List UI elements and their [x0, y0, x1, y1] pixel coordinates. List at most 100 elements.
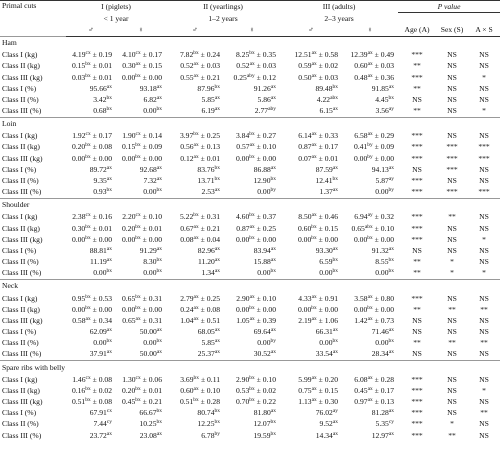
- superscript: ax: [270, 349, 277, 356]
- value: 0.53: [235, 385, 250, 395]
- data-table: Primal cuts I (piglets) II (yearlings) III …: [0, 0, 500, 441]
- value-cell: 12.51ax ± 0.58: [280, 50, 342, 61]
- value: 37.91: [89, 349, 107, 359]
- value: 9.35: [93, 176, 107, 186]
- error: ± 0.36: [374, 72, 395, 82]
- value-cell: 0.15bx ± 0.01: [66, 61, 116, 72]
- error: ± 0.10: [200, 385, 221, 395]
- value-cell: 5.99ax ± 0.20: [280, 374, 342, 385]
- superscript: ax: [156, 245, 163, 252]
- group-sub: < 1 year: [103, 13, 129, 23]
- superscript: ax: [311, 72, 317, 79]
- value-cell: 37.91ax: [66, 349, 116, 361]
- value: 0.52: [180, 61, 194, 71]
- value-cell: 30.52ax: [224, 349, 280, 361]
- error: ± 0.32: [374, 212, 395, 222]
- value: 0.52: [236, 61, 250, 71]
- superscript: bx: [249, 374, 255, 381]
- value-cell: 0.00bx: [280, 268, 342, 280]
- superscript: ax: [332, 419, 339, 426]
- value-cell: 3.97bx ± 0.25: [166, 131, 224, 142]
- error: ± 0.21: [200, 223, 221, 233]
- data-row: Class III (kg) 0.00bx ± 0.00 0.00bx ± 0.00…: [0, 234, 500, 245]
- value: 0.65: [122, 315, 136, 325]
- superscript: bx: [135, 304, 141, 311]
- value-cell: 0.58ax ± 0.34: [66, 315, 116, 326]
- p-value: NS: [479, 315, 489, 325]
- section-title: Spare ribs with belly: [0, 360, 500, 375]
- superscript: ax: [270, 245, 277, 252]
- value-cell: 2.90ax ± 0.10: [224, 293, 280, 304]
- value-cell: 8.25bx ± 0.35: [224, 50, 280, 61]
- value-cell: 6.14ax ± 0.33: [280, 131, 342, 142]
- value: 4.10: [122, 50, 136, 60]
- error: ± 0.27: [256, 131, 277, 141]
- superscript: ax: [249, 61, 255, 68]
- value: 12.07: [253, 419, 271, 429]
- error: ± 0.51: [200, 315, 221, 325]
- p-value: *: [450, 268, 454, 278]
- superscript: ax: [193, 223, 199, 230]
- superscript: ax: [311, 293, 317, 300]
- p-value: NS: [479, 131, 489, 141]
- error: ± 0.10: [256, 374, 277, 384]
- superscript: ax: [214, 268, 221, 275]
- superscript: bx: [85, 153, 91, 160]
- p-value: ***: [411, 385, 423, 395]
- value-cell: 2.79ax ± 0.25: [166, 293, 224, 304]
- superscript: ax: [332, 245, 339, 252]
- p-value: NS: [479, 430, 489, 440]
- value: 0.87: [298, 142, 312, 152]
- superscript: bx: [311, 234, 317, 241]
- p-value: **: [480, 304, 488, 314]
- value: 91.26: [253, 83, 271, 93]
- superscript: ax: [388, 408, 395, 415]
- p-value: NS: [447, 50, 457, 60]
- value: 0.30: [71, 223, 86, 233]
- error: ± 0.01: [142, 223, 163, 233]
- value: 0.00: [353, 234, 368, 244]
- value-cell: 68.05ax: [166, 327, 224, 338]
- value-cell: 33.54ax: [280, 349, 342, 361]
- p-value: **: [480, 408, 488, 418]
- superscript: bx: [85, 142, 91, 149]
- data-row: Class I (%) 62.09ax 50.00ax 68.05ax 69.64ax 6…: [0, 327, 500, 338]
- p-value: ***: [446, 164, 458, 174]
- p-value: ***: [411, 234, 423, 244]
- value: 92.68: [139, 164, 157, 174]
- value-cell: 14.34ax: [280, 430, 342, 441]
- value: 0.00: [121, 153, 136, 163]
- superscript: cx: [135, 50, 141, 57]
- error: ± 0.15: [318, 385, 339, 395]
- value: 0.67: [180, 223, 194, 233]
- p-value: **: [413, 257, 421, 267]
- value-cell: 0.00by: [342, 187, 398, 199]
- error: ± 0.80: [374, 293, 395, 303]
- error: ± 0.00: [142, 234, 163, 244]
- error: ± 1.06: [318, 315, 339, 325]
- spacer: [398, 13, 500, 25]
- superscript: bx: [156, 419, 163, 426]
- superscript: bx: [214, 176, 221, 183]
- value: 87.96: [197, 83, 215, 93]
- value-cell: 0.50ax ± 0.03: [280, 72, 342, 83]
- sex-label: ♀: [224, 24, 281, 37]
- section-row: Spare ribs with belly: [0, 360, 500, 375]
- data-row: Class I (kg) 4.19cx ± 0.19 4.10cx ± 0.17 7.…: [0, 50, 500, 61]
- value: 0.00: [121, 72, 136, 82]
- value-cell: 0.95bx ± 0.53: [66, 293, 116, 304]
- value-cell: 3.84bx ± 0.27: [224, 131, 280, 142]
- value-cell: 62.09ax: [66, 327, 116, 338]
- error: ± 0.24: [200, 50, 221, 60]
- p-value: **: [480, 338, 488, 348]
- value-cell: 0.65abx ± 0.10: [342, 223, 398, 234]
- value: 9.52: [319, 419, 333, 429]
- value-cell: 89.72ax: [66, 164, 116, 175]
- value: 0.00: [319, 338, 333, 348]
- error: ± 0.17: [374, 385, 395, 395]
- superscript: ax: [156, 83, 163, 90]
- p-value: ***: [478, 142, 490, 152]
- value: 91.29: [139, 245, 157, 255]
- error: ± 0.00: [374, 153, 395, 163]
- value: 6.19: [201, 106, 215, 116]
